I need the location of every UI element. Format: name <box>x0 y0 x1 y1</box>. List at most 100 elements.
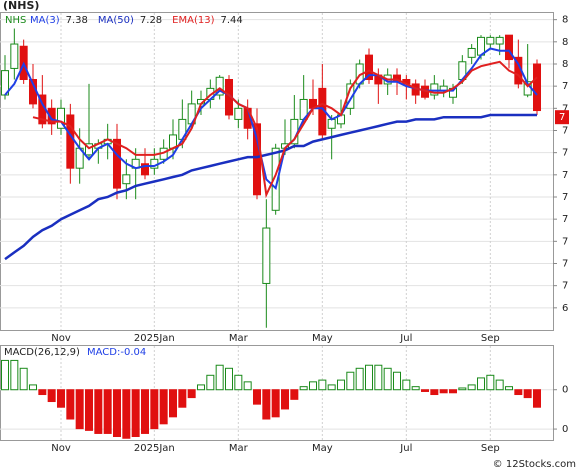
macd-bar <box>355 367 364 391</box>
macd-bar <box>206 374 215 391</box>
indicator-line <box>32 60 538 199</box>
macd-bar <box>66 389 75 420</box>
macd-bar <box>215 364 224 391</box>
macd-bar <box>150 389 159 430</box>
macd-bar <box>113 389 121 438</box>
watermark: © 12Stocks.com <box>493 459 576 470</box>
macd-bar <box>533 389 541 408</box>
macd-bar <box>327 384 336 391</box>
y-tick-label: 7 <box>562 170 568 181</box>
macd-bar <box>47 389 56 403</box>
macd-bar <box>57 389 65 408</box>
macd-bar <box>477 377 485 391</box>
macd-bar <box>393 371 401 391</box>
macd-bar <box>467 384 476 391</box>
macd-bar <box>103 389 112 434</box>
macd-bar <box>262 389 271 420</box>
macd-bar <box>411 386 420 391</box>
macd-bar <box>234 374 243 391</box>
chart-title: (NHS) <box>3 0 39 12</box>
macd-bar <box>290 389 299 400</box>
legend-value: 7.44 <box>221 15 243 26</box>
x-tick-label: Jul <box>399 333 412 344</box>
candle-body <box>234 107 243 120</box>
macd-bar <box>141 389 149 434</box>
macd-bar <box>225 367 233 391</box>
macd-bar <box>29 384 37 391</box>
candle-body <box>505 34 513 61</box>
y-tick-label: 8 <box>562 37 568 48</box>
y-tick-label: 7 <box>562 192 568 203</box>
macd-bar <box>346 371 355 391</box>
candle-body <box>262 227 271 284</box>
candle-body <box>271 147 280 211</box>
macd-bar <box>243 381 252 391</box>
candle-body <box>430 83 439 96</box>
macd-label: MACD:-0.04 <box>87 347 146 358</box>
macd-bar <box>318 379 327 391</box>
macd-bar <box>299 386 308 391</box>
macd-bar <box>402 379 411 391</box>
x-tick-label: Mar <box>229 333 249 344</box>
candle-body <box>122 174 131 185</box>
x-tick-label: Nov <box>51 443 71 454</box>
macd-bar <box>495 379 504 391</box>
legend-name: MA(3) <box>30 15 60 26</box>
macd-bar <box>10 359 19 391</box>
candle-body <box>495 36 504 45</box>
macd-bar <box>523 389 532 399</box>
x-tick-label: Sep <box>481 333 500 344</box>
macd-bar <box>178 389 187 408</box>
candle-body <box>365 54 373 81</box>
macd-bar <box>19 367 28 391</box>
indicator-line <box>4 113 537 261</box>
x-tick-label: Nov <box>51 333 71 344</box>
candle-body <box>66 114 75 169</box>
macd-bar <box>85 389 93 431</box>
y-tick-label: 7 <box>562 258 568 269</box>
x-tick-label: 2025Jan <box>134 443 175 454</box>
macd-bar <box>458 387 467 391</box>
macd-bar <box>94 389 103 434</box>
macd-bar <box>486 374 495 391</box>
macd-bar <box>449 389 457 394</box>
candle-body <box>486 36 495 45</box>
x-tick-label: May <box>312 333 333 344</box>
macd-bar <box>309 381 317 391</box>
macd-bar <box>169 389 177 418</box>
candle-body <box>113 138 121 189</box>
candle-body <box>57 107 65 129</box>
price-tag-label: 7 <box>559 112 565 123</box>
legend-name: EMA(13) <box>172 15 214 26</box>
x-tick-label: 2025Jan <box>134 333 175 344</box>
price-tag <box>555 110 569 125</box>
macd-bar <box>131 389 140 438</box>
candle-body <box>215 76 224 96</box>
legend-value: 7.28 <box>140 15 162 26</box>
macd-bar <box>439 389 448 394</box>
macd-bar <box>281 389 289 410</box>
y-tick-label: 0 <box>562 385 568 396</box>
candle-body <box>85 143 93 156</box>
macd-bar <box>421 389 429 392</box>
macd-bar <box>430 389 439 396</box>
y-tick-label: 7 <box>562 103 568 114</box>
legend-value: 7.38 <box>66 15 88 26</box>
y-tick-label: 7 <box>562 214 568 225</box>
macd-bar <box>365 364 373 391</box>
y-tick-label: 7 <box>562 125 568 136</box>
macd-title: MACD(26,12,9) <box>4 347 80 358</box>
candle-body <box>327 118 336 129</box>
macd-bar <box>383 367 392 391</box>
macd-bar <box>271 389 280 418</box>
macd-bar <box>38 389 47 396</box>
macd-bar <box>187 389 196 399</box>
macd-bar <box>122 389 131 439</box>
x-tick-label: May <box>312 443 333 454</box>
macd-bar <box>159 389 168 425</box>
ticker: NHS <box>5 15 26 26</box>
candle-body <box>533 63 541 112</box>
macd-bar <box>75 389 84 430</box>
candle-body <box>10 43 19 69</box>
macd-bar <box>374 364 383 391</box>
